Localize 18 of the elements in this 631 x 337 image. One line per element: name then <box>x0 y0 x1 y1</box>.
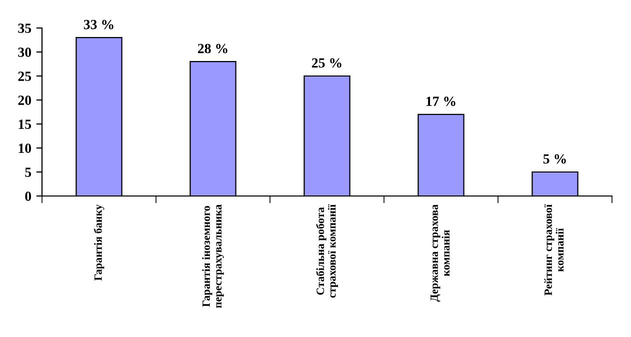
x-tick-label: Стабільна робота страхової компанії <box>316 204 338 298</box>
x-tick-label: Державна страхова компанія <box>430 204 450 302</box>
x-tick-label: Рейтинг страхової компанії <box>544 204 564 296</box>
y-tick-label: 20 <box>18 96 32 105</box>
data-label: 28 % <box>198 44 228 54</box>
x-tick-label: Гарантія банку <box>94 204 104 281</box>
y-tick-label: 10 <box>18 144 32 153</box>
y-tick-label: 5 <box>25 168 32 177</box>
y-tick-label: 15 <box>18 120 32 129</box>
data-label: 5 % <box>543 154 566 164</box>
data-label: 25 % <box>312 58 342 68</box>
data-label: 33 % <box>84 20 114 30</box>
data-label: 17 % <box>426 96 456 106</box>
y-tick-label: 30 <box>18 48 32 57</box>
x-tick-label: Гарантія іноземного перестрахувальника <box>202 204 224 308</box>
y-tick-label: 0 <box>25 192 32 201</box>
y-tick-label: 25 <box>18 72 32 81</box>
y-tick-label: 35 <box>18 24 32 33</box>
